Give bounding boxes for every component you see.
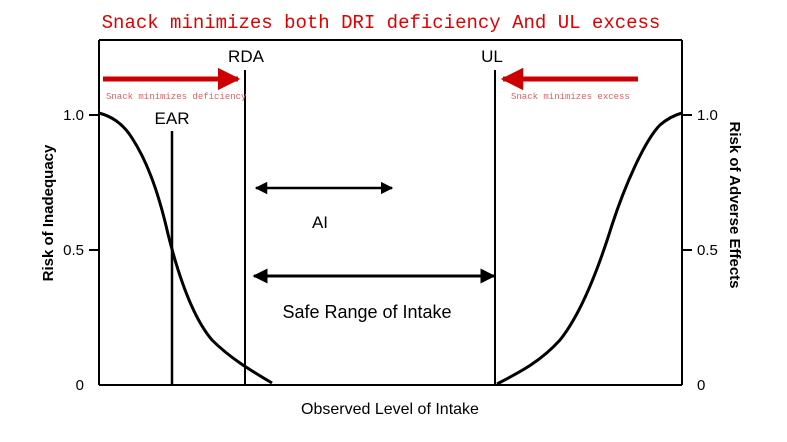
title: Snack minimizes both DRI deficiency And … [102, 12, 661, 34]
left-axis-label: Risk of Inadequacy [40, 144, 57, 281]
inadequacy-curve [98, 111, 273, 385]
x-axis-label: Observed Level of Intake [301, 401, 479, 418]
ul-label: UL [481, 47, 503, 66]
safe-range-label: Safe Range of Intake [282, 302, 451, 322]
left-tick-label-0: 0 [76, 377, 84, 394]
excess-arrow-text: Snack minimizes excess [511, 92, 630, 102]
right-tick-label-05: 0.5 [697, 242, 718, 259]
right-tick-label-1: 1.0 [697, 107, 718, 124]
left-tick-label-05: 0.5 [63, 242, 84, 259]
ai-label: AI [312, 213, 328, 232]
rda-label: RDA [228, 47, 265, 66]
right-tick-label-0: 0 [697, 377, 705, 394]
left-tick-label-1: 1.0 [63, 107, 84, 124]
ear-label: EAR [155, 109, 190, 128]
right-axis-label: Risk of Adverse Effects [726, 121, 743, 288]
adverse-effects-curve [496, 111, 683, 386]
deficiency-arrow-text: Snack minimizes deficiency [106, 92, 247, 102]
